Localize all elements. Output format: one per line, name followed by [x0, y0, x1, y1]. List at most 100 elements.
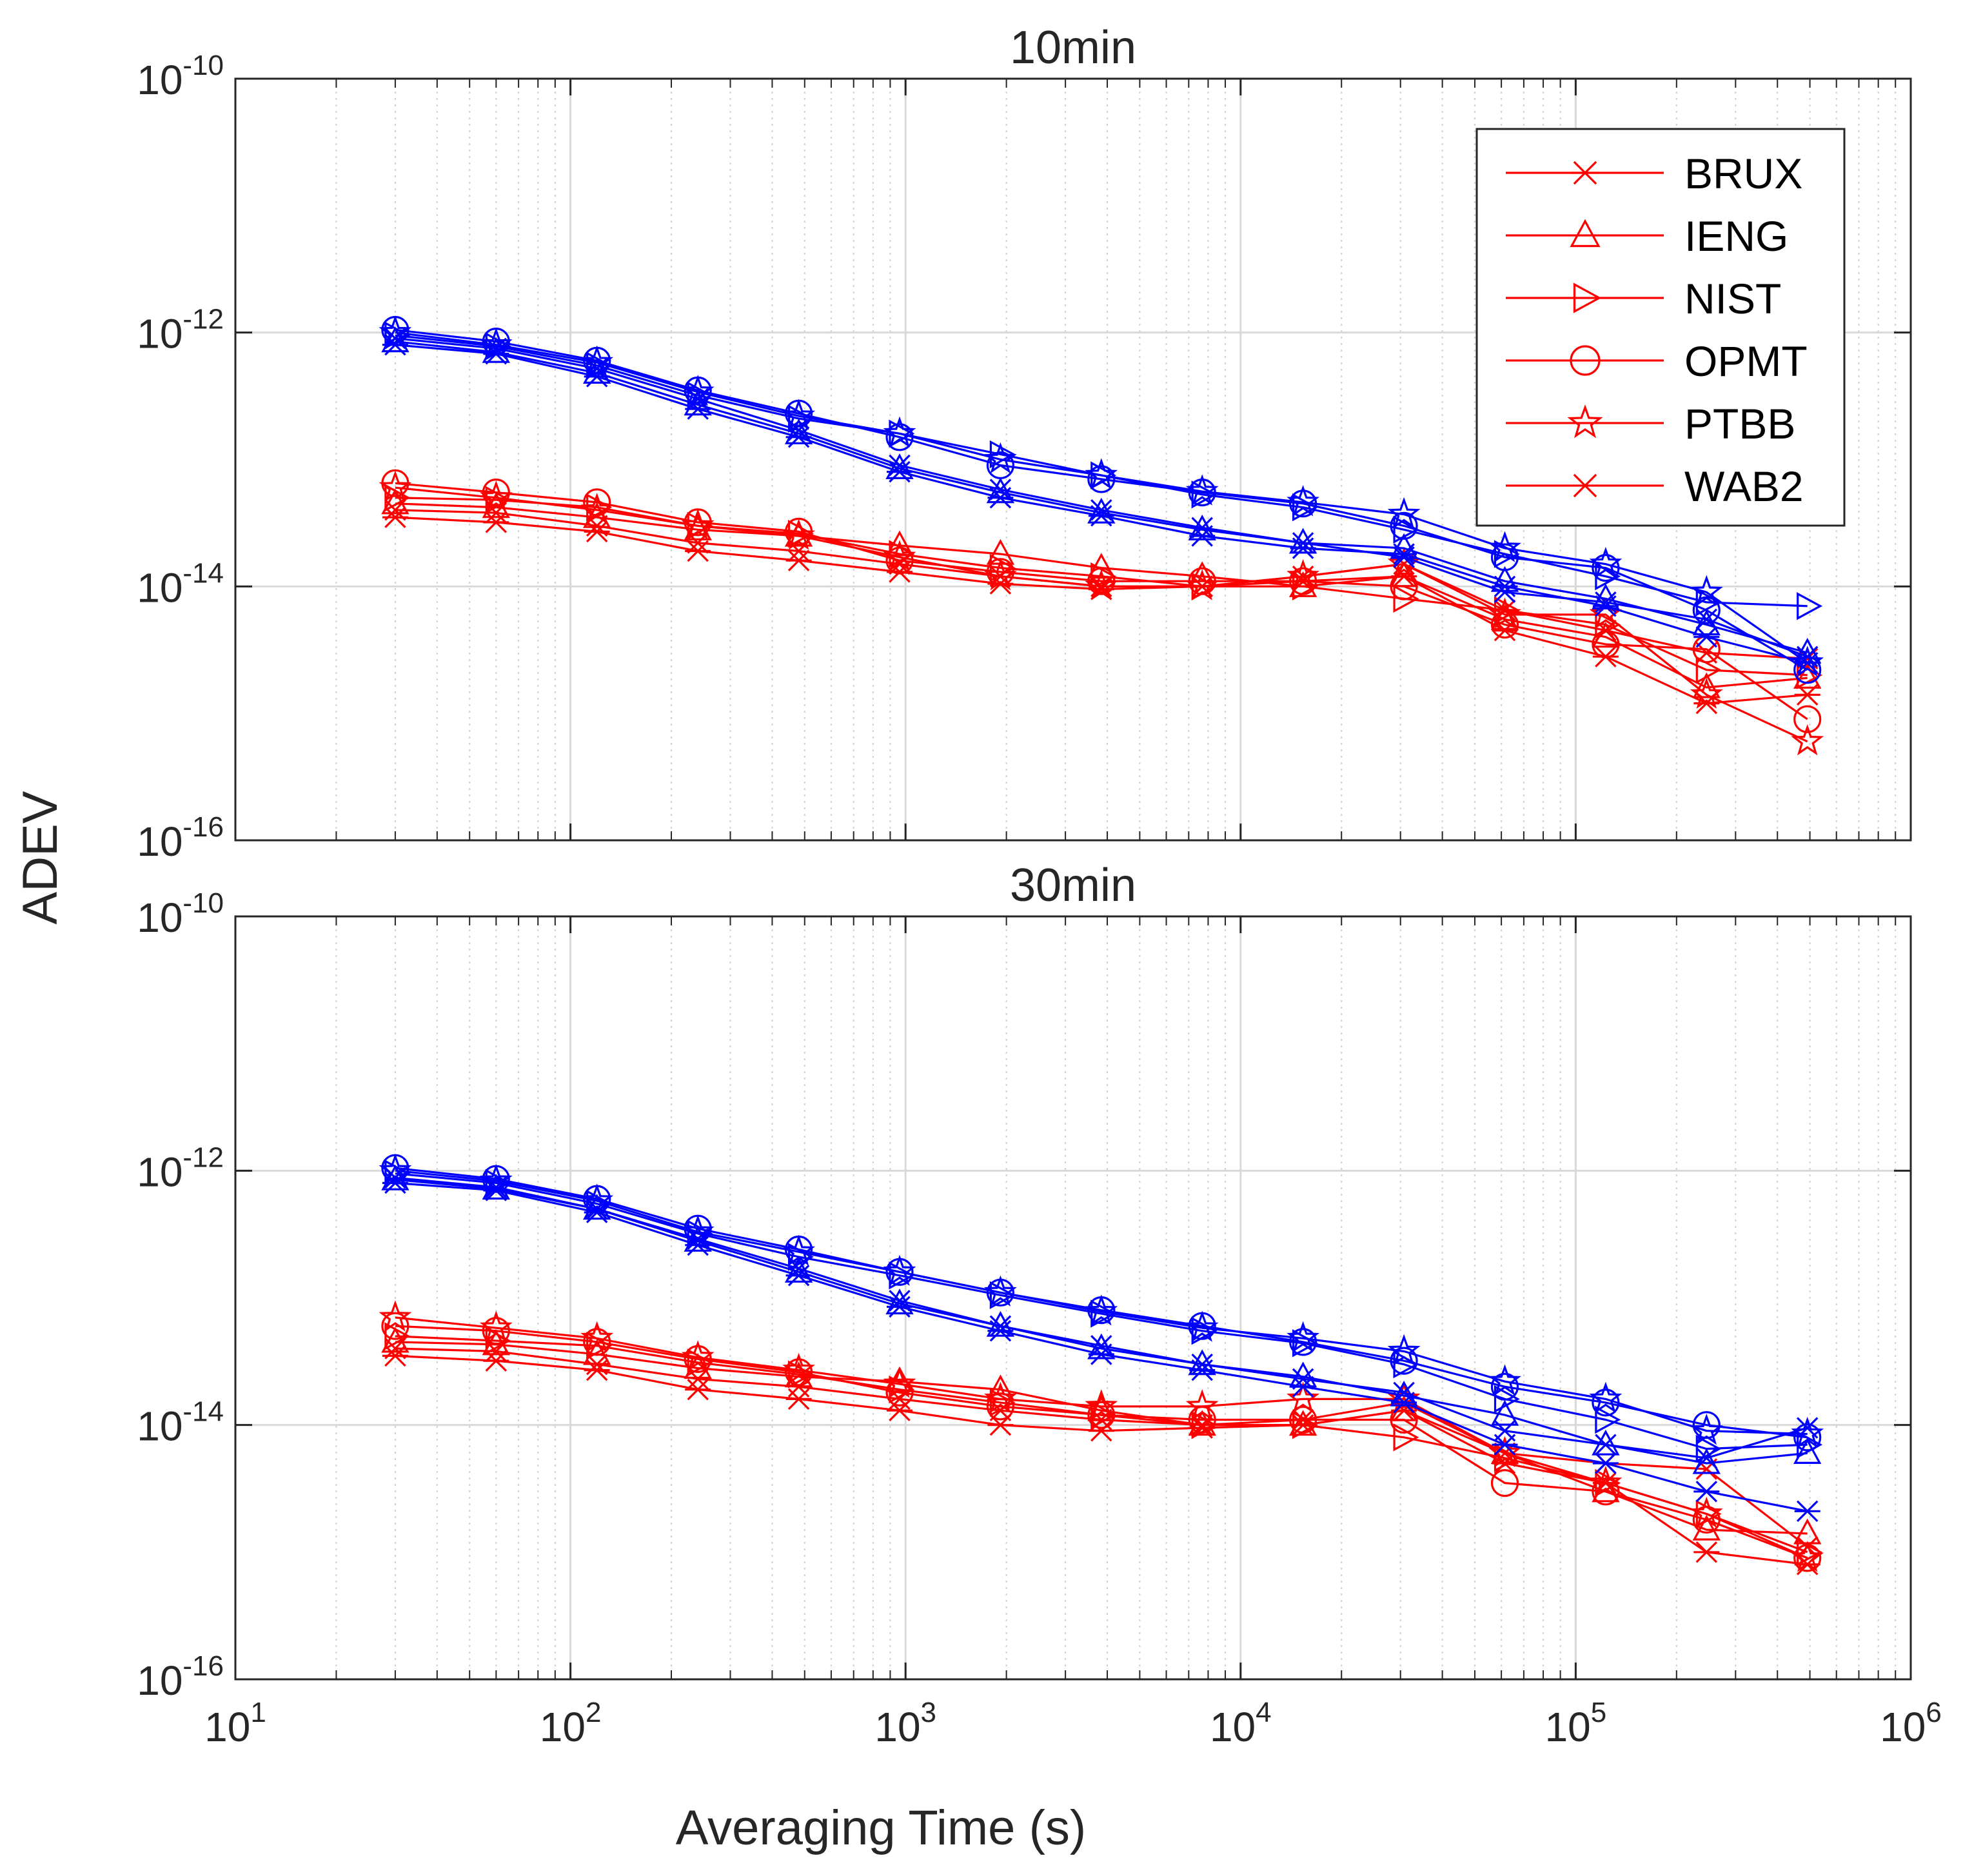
data-point-asterisk — [1794, 1500, 1820, 1523]
series-line — [395, 482, 1808, 720]
data-point-pentagram — [379, 470, 412, 502]
data-point-right-triangle — [1393, 584, 1419, 613]
data-point-triangle — [1793, 662, 1822, 689]
data-point-pentagram — [1185, 1310, 1219, 1342]
axes-frame — [234, 915, 1912, 1681]
y-tick-label-base: 10 — [137, 894, 182, 941]
axes-frame — [234, 77, 1912, 842]
data-point-cross — [1695, 608, 1718, 631]
data-point-cross — [1191, 1353, 1213, 1376]
x-tick-label-base: 10 — [1545, 1704, 1591, 1750]
series-line — [395, 1172, 1808, 1450]
y-tick-label: 10-10 — [137, 887, 224, 941]
data-point-pentagram — [681, 508, 715, 540]
data-point-cross — [586, 357, 608, 380]
data-point-cross — [687, 1368, 709, 1390]
data-point-right-triangle — [787, 1360, 814, 1388]
data-point-cross — [1292, 1368, 1314, 1390]
data-point-cross — [787, 540, 810, 562]
plot-area — [235, 916, 1911, 1679]
y-tick-label-exponent: -14 — [182, 557, 224, 589]
x-tick-label-exponent: 5 — [1591, 1697, 1606, 1728]
data-point-pentagram — [883, 1367, 916, 1398]
data-point-triangle — [1692, 1514, 1721, 1541]
data-point-pentagram — [883, 416, 916, 448]
y-tick-label: 10-16 — [137, 1650, 224, 1704]
data-point-right-triangle — [1292, 493, 1318, 522]
data-point-triangle — [1288, 1361, 1317, 1388]
data-point-pentagram — [479, 480, 513, 512]
x-tick-label: 106 — [1880, 1697, 1942, 1750]
data-point-cross — [1595, 591, 1617, 613]
data-point-pentagram — [379, 1300, 412, 1332]
data-point-triangle — [1288, 571, 1317, 597]
data-point-cross — [586, 1198, 608, 1220]
data-point-pentagram — [782, 518, 816, 550]
data-point-pentagram — [1185, 474, 1219, 506]
data-point-triangle — [1692, 1448, 1721, 1474]
series-blue-PTBB — [379, 1153, 1824, 1448]
data-point-cross — [1796, 646, 1819, 667]
data-point-cross — [889, 1388, 911, 1410]
data-point-cross — [1191, 517, 1213, 539]
data-point-cross — [787, 419, 810, 441]
x-axis-label: Averaging Time (s) — [676, 1801, 1086, 1855]
data-point-cross — [485, 1176, 508, 1198]
data-point-triangle — [1490, 1399, 1519, 1426]
data-point-cross — [1090, 1408, 1112, 1431]
series-group — [379, 1153, 1824, 1575]
series-red-PTBB — [379, 1300, 1824, 1572]
series-line — [395, 1316, 1808, 1559]
data-point-pentagram — [1690, 1496, 1723, 1528]
data-point-circle — [1188, 1405, 1216, 1434]
data-point-pentagram — [479, 1310, 513, 1342]
y-tick-label: 10-14 — [137, 1396, 224, 1450]
y-tick-label: 10-12 — [137, 304, 224, 357]
ticks — [234, 915, 1912, 1681]
data-point-cross — [1494, 1419, 1516, 1442]
y-tick-label-exponent: -16 — [182, 811, 224, 843]
data-point-pentagram — [983, 442, 1017, 474]
y-tick-label: 10-16 — [137, 811, 224, 865]
y-tick-label-exponent: -14 — [182, 1396, 224, 1428]
data-point-cross — [1191, 575, 1213, 598]
data-point-cross — [1494, 581, 1516, 604]
data-point-circle — [381, 1312, 409, 1340]
x-tick-label-exponent: 2 — [586, 1697, 601, 1728]
legend-label: OPMT — [1684, 337, 1808, 385]
x-tick-label: 104 — [1210, 1697, 1272, 1750]
data-point-cross — [1292, 1408, 1314, 1431]
data-point-cross — [989, 1399, 1012, 1421]
data-point-right-triangle — [384, 1322, 411, 1350]
data-point-pentagram — [983, 558, 1017, 591]
data-point-cross — [889, 553, 911, 575]
data-point-right-triangle — [1393, 515, 1419, 544]
legend-marker-triangle — [1570, 219, 1601, 248]
data-point-pentagram — [1690, 1413, 1723, 1445]
data-point-asterisk — [1693, 1541, 1720, 1563]
data-point-circle — [1793, 1423, 1822, 1452]
x-tick-label: 105 — [1545, 1697, 1607, 1750]
x-tick-label-exponent: 3 — [921, 1697, 936, 1728]
data-point-pentagram — [1791, 1416, 1824, 1448]
data-point-triangle — [1288, 1410, 1317, 1436]
data-point-cross — [787, 1376, 810, 1398]
panel-title: 10min — [1010, 22, 1136, 74]
data-point-pentagram — [1387, 497, 1421, 529]
y-tick-label: 10-12 — [137, 1141, 224, 1195]
data-point-pentagram — [1287, 485, 1320, 517]
data-point-pentagram — [782, 1234, 816, 1266]
legend-item-IENG: IENG — [1506, 212, 1788, 260]
data-point-pentagram — [1185, 569, 1219, 600]
data-point-cross — [1595, 619, 1617, 642]
data-point-right-triangle — [1595, 1405, 1621, 1434]
y-tick-label: 10-14 — [137, 557, 224, 611]
x-tick-label-base: 10 — [1880, 1704, 1926, 1750]
data-point-triangle — [1793, 1438, 1822, 1464]
y-tick-label-base: 10 — [137, 1149, 182, 1195]
data-point-cross — [1292, 532, 1314, 554]
y-tick-label-exponent: -16 — [182, 1650, 224, 1682]
